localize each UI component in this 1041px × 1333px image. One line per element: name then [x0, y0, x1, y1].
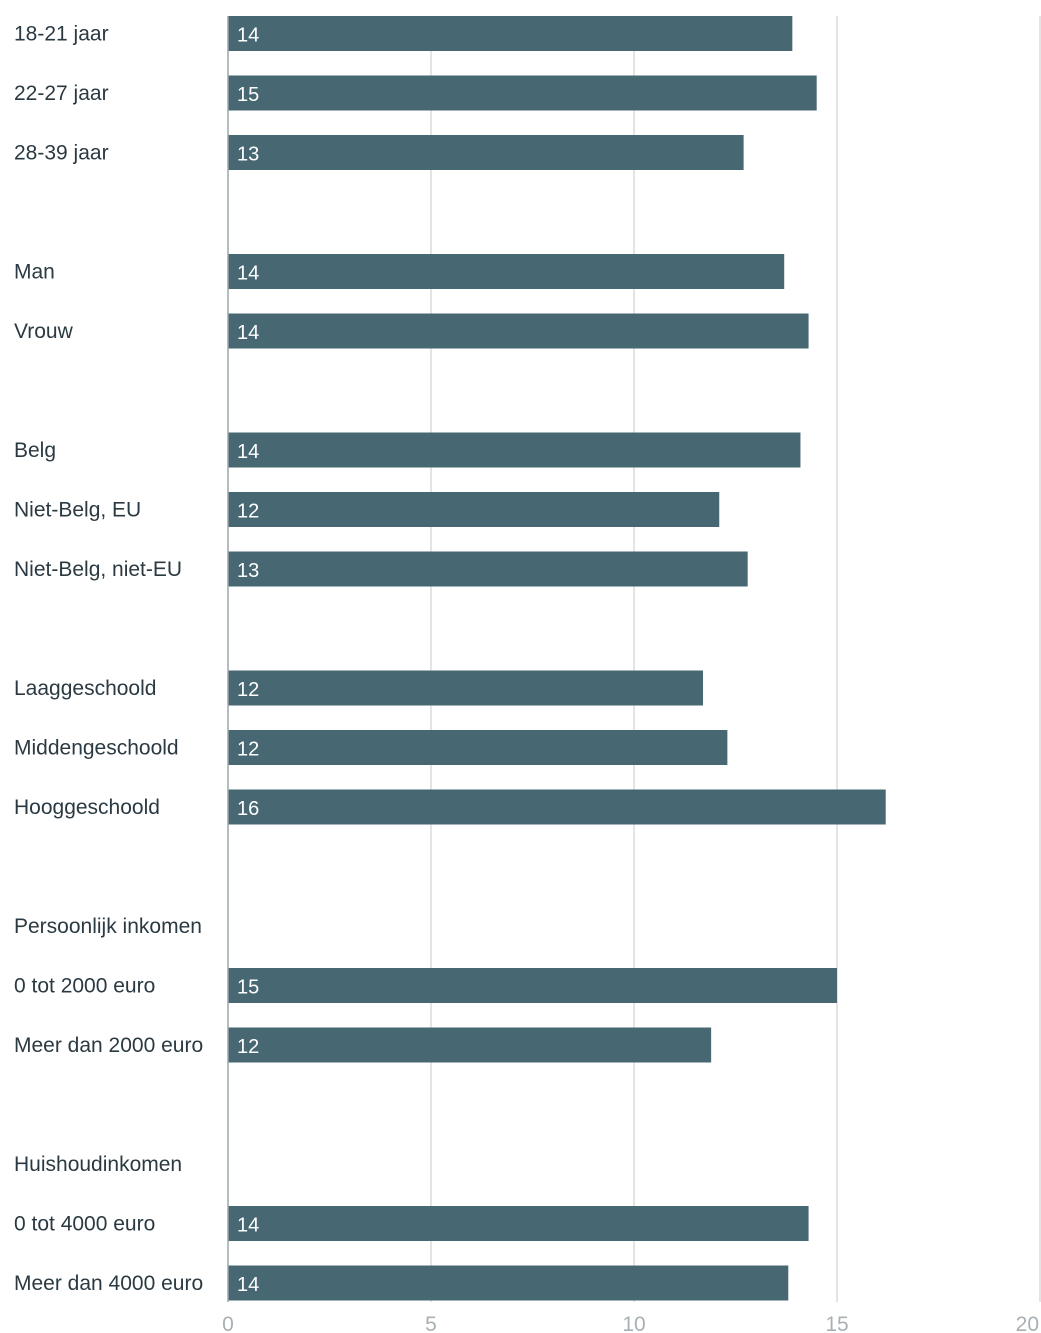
data-label: 12	[237, 679, 259, 701]
x-tick-label: 10	[622, 1313, 645, 1333]
bar	[228, 16, 793, 51]
data-label: 12	[237, 739, 259, 761]
bars: 14 15 13 14 14 14 12 13 12 12 16 15 12 14 14	[228, 16, 886, 1301]
x-tick-label: 20	[1016, 1313, 1039, 1333]
category-label: Niet-Belg, EU	[14, 499, 141, 522]
category-labels: 18-21 jaar 22-27 jaar 28-39 jaar Man Vrouw Be…	[14, 23, 203, 1296]
x-tick-label: 5	[425, 1313, 437, 1333]
bar	[228, 492, 720, 527]
bar	[228, 789, 886, 825]
category-label: Persoonlijk inkomen	[14, 915, 202, 938]
bar	[228, 670, 704, 706]
bar	[228, 968, 837, 1003]
category-label: 28-39 jaar	[14, 142, 109, 165]
category-label: 18-21 jaar	[14, 23, 109, 46]
category-label: Vrouw	[14, 320, 74, 343]
data-label: 14	[237, 263, 259, 285]
bar	[228, 313, 809, 349]
x-tick-label: 15	[825, 1313, 848, 1333]
data-label: 12	[237, 1036, 259, 1058]
data-label: 14	[237, 322, 259, 344]
data-label: 12	[237, 501, 259, 523]
bar	[228, 730, 728, 765]
category-label: 22-27 jaar	[14, 82, 109, 105]
bar	[228, 254, 785, 289]
data-label: 14	[237, 1215, 259, 1237]
category-label: Huishoudinkomen	[14, 1153, 182, 1176]
bar	[228, 1265, 789, 1301]
bar	[228, 432, 801, 468]
data-label: 15	[237, 84, 259, 106]
data-label: 14	[237, 25, 259, 47]
x-axis-ticks: 0 5 10 15 20	[222, 16, 1039, 1333]
bar	[228, 1206, 809, 1241]
data-label: 13	[237, 560, 259, 582]
category-label: 0 tot 2000 euro	[14, 975, 155, 998]
bar	[228, 135, 744, 170]
x-tick-label: 0	[222, 1313, 234, 1333]
data-label: 15	[237, 977, 259, 999]
data-label: 14	[237, 1274, 259, 1296]
category-label: Niet-Belg, niet-EU	[14, 558, 182, 581]
data-label: 16	[237, 798, 259, 820]
data-label: 13	[237, 144, 259, 166]
category-label: 0 tot 4000 euro	[14, 1213, 155, 1236]
data-label: 14	[237, 441, 259, 463]
category-label: Meer dan 2000 euro	[14, 1034, 203, 1057]
gridlines	[430, 16, 1041, 1302]
bar	[228, 1027, 712, 1063]
category-label: Belg	[14, 439, 56, 462]
category-label: Middengeschoold	[14, 737, 179, 760]
category-label: Laaggeschoold	[14, 677, 156, 700]
category-label: Meer dan 4000 euro	[14, 1272, 203, 1295]
bar	[228, 551, 748, 587]
category-label: Man	[14, 261, 55, 284]
category-label: Hooggeschoold	[14, 796, 160, 819]
bar	[228, 75, 817, 111]
